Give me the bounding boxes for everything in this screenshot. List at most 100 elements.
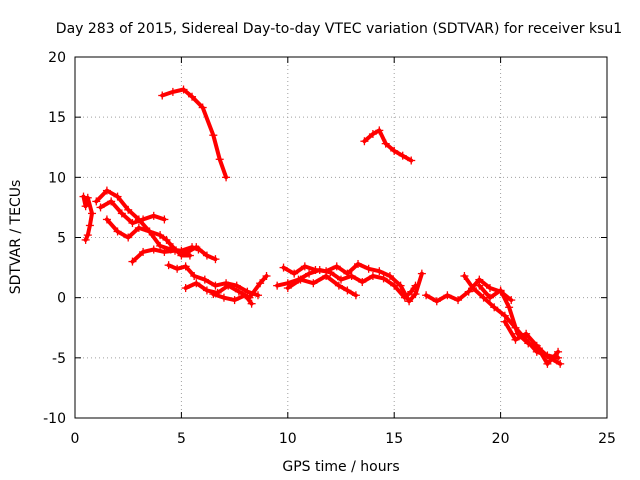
data-point <box>322 272 331 281</box>
data-point <box>490 303 499 312</box>
x-tick-label: 25 <box>598 431 616 447</box>
data-point <box>432 297 441 306</box>
data-point <box>354 259 363 268</box>
y-tick-label: 0 <box>57 291 66 307</box>
data-point <box>124 205 133 214</box>
data-point <box>300 262 309 271</box>
data-point <box>247 299 256 308</box>
data-point <box>296 275 305 284</box>
data-point <box>273 281 282 290</box>
x-tick-label: 15 <box>385 431 403 447</box>
data-point <box>168 87 177 96</box>
data-point <box>556 359 565 368</box>
data-point <box>156 241 165 250</box>
data-point <box>139 215 148 224</box>
data-series-arc5 <box>96 197 169 228</box>
data-point <box>149 211 158 220</box>
data-series-arc10 <box>209 290 256 308</box>
x-tick-label: 10 <box>279 431 297 447</box>
data-series-arc13 <box>283 272 360 300</box>
data-point <box>407 156 416 165</box>
data-point <box>290 269 299 278</box>
data-series-arc3 <box>79 192 97 244</box>
y-tick-label: -10 <box>43 411 66 427</box>
data-point <box>485 284 494 293</box>
data-point <box>522 329 531 338</box>
data-point <box>181 249 190 258</box>
data-series-arc2 <box>360 126 416 165</box>
data-point <box>85 221 94 230</box>
data-point <box>160 215 169 224</box>
data-point <box>256 279 265 288</box>
data-point <box>411 290 420 299</box>
data-point <box>381 139 390 148</box>
data-point <box>379 274 388 283</box>
x-axis-label: GPS time / hours <box>282 459 399 475</box>
data-point <box>139 247 148 256</box>
y-tick-label: 5 <box>57 231 66 247</box>
chart-title: Day 283 of 2015, Sidereal Day-to-day VTE… <box>56 21 622 37</box>
data-point <box>211 281 220 290</box>
y-axis-label: SDTVAR / TECUs <box>8 180 24 295</box>
data-point <box>454 296 463 305</box>
x-tick-label: 20 <box>492 431 510 447</box>
data-point <box>219 293 228 302</box>
data-series-layer <box>79 85 565 368</box>
data-point <box>83 231 92 240</box>
data-point <box>343 269 352 278</box>
data-point <box>179 85 188 94</box>
y-tick-label: 10 <box>48 170 66 186</box>
data-point <box>202 286 211 295</box>
x-tick-label: 5 <box>177 431 186 447</box>
data-series-arc9 <box>181 272 271 302</box>
data-point <box>173 264 182 273</box>
series-trace <box>160 87 229 180</box>
data-series-arc16 <box>475 281 565 368</box>
data-point <box>102 215 111 224</box>
data-point <box>162 235 171 244</box>
data-point <box>485 293 494 302</box>
data-point <box>234 287 243 296</box>
data-point <box>211 255 220 264</box>
data-point <box>417 269 426 278</box>
data-point <box>224 281 233 290</box>
data-point <box>181 262 190 271</box>
data-point <box>279 263 288 272</box>
data-series-arc6 <box>102 215 194 260</box>
data-point <box>460 272 469 281</box>
data-point <box>198 103 207 112</box>
data-point <box>507 296 516 305</box>
data-point <box>192 279 201 288</box>
series-trace <box>166 263 260 298</box>
series-trace <box>502 319 561 366</box>
data-point <box>262 272 271 281</box>
data-point <box>200 275 209 284</box>
data-point <box>375 267 384 276</box>
axis-ticks: 0 5 10 15 20 25 -10 -5 0 5 10 15 20 <box>43 50 616 447</box>
data-point <box>505 303 514 312</box>
data-point <box>337 275 345 284</box>
data-point <box>149 245 158 254</box>
data-point <box>405 297 414 306</box>
data-point <box>309 279 318 288</box>
data-point <box>496 286 505 295</box>
data-point <box>188 92 197 101</box>
data-point <box>192 243 201 252</box>
data-point <box>117 209 126 218</box>
data-point <box>500 317 509 326</box>
data-point <box>107 197 116 206</box>
data-point <box>83 193 92 202</box>
data-point <box>511 335 520 344</box>
data-point <box>181 284 190 293</box>
data-point <box>347 272 356 281</box>
data-point <box>396 281 405 290</box>
data-point <box>334 281 343 290</box>
data-point <box>164 261 173 270</box>
data-point <box>145 227 154 236</box>
data-point <box>368 272 377 281</box>
data-point <box>128 257 137 266</box>
data-point <box>96 203 105 212</box>
data-point <box>351 291 360 300</box>
data-point <box>368 130 377 139</box>
